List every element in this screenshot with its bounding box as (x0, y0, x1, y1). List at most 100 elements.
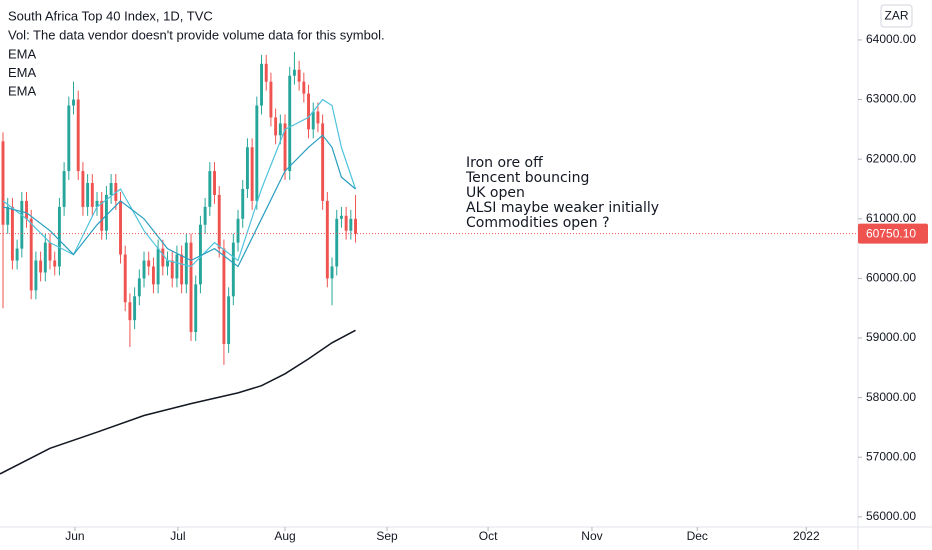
volume-note: Vol: The data vendor doesn't provide vol… (8, 27, 385, 42)
candle-body (133, 296, 137, 321)
annotation-line: ALSI maybe weaker initially (466, 200, 659, 216)
candle-body (119, 200, 122, 255)
currency: ZAR (885, 9, 909, 23)
y-tick-label: 64000.00 (866, 32, 916, 46)
candle-body (217, 194, 221, 249)
x-tick-label: Aug (274, 529, 295, 543)
candle-body (175, 254, 179, 279)
candle-body (29, 218, 33, 291)
x-tick-label: 2022 (793, 529, 820, 543)
x-tick-label: Dec (687, 529, 708, 543)
y-tick-label: 59000.00 (866, 330, 916, 344)
y-tick-label: 56000.00 (866, 509, 916, 523)
candle-body (292, 69, 296, 76)
candle-body (236, 218, 240, 243)
candle-body (20, 200, 24, 249)
candle-body (198, 224, 202, 285)
candle-body (86, 183, 90, 207)
candle-body (142, 260, 146, 279)
candle-body (321, 123, 325, 201)
candle-body (339, 215, 343, 219)
candle-body (156, 248, 160, 285)
y-tick-label: 58000.00 (866, 390, 916, 404)
last-price-label: 60750.10 (866, 226, 916, 240)
candle-body (330, 266, 334, 279)
candle-body (302, 81, 306, 94)
last-price-box (858, 223, 928, 244)
candle-body (128, 302, 132, 321)
annotation-line: Iron ore off (466, 155, 543, 171)
candle-body (278, 123, 282, 136)
y-tick-label: 63000.00 (866, 92, 916, 106)
candle-body (6, 206, 10, 225)
candle-body (227, 296, 231, 344)
candle-body (189, 242, 193, 333)
candle-body (72, 99, 75, 106)
candle-body (241, 188, 245, 219)
candle-body (250, 147, 254, 201)
candle-body (297, 69, 301, 82)
x-tick-label: Nov (581, 529, 602, 543)
candle-body (48, 242, 52, 261)
candle-body (25, 200, 28, 219)
candle-body (62, 171, 66, 207)
candle-body (222, 248, 226, 344)
candle-body (95, 200, 99, 207)
legend-entry: EMA (8, 46, 37, 61)
x-tick-label: Sep (376, 529, 398, 543)
annotation-line: UK open (466, 185, 525, 201)
candle-body (203, 206, 207, 225)
candle-body (15, 248, 19, 261)
x-tick-label: Jul (170, 529, 185, 543)
candle-body (137, 278, 141, 297)
ema-line (0, 329, 356, 475)
candle-body (335, 218, 339, 267)
candle-body (269, 81, 273, 118)
candle-body (81, 171, 85, 207)
ema-line (2, 134, 356, 268)
candle-body (255, 105, 259, 201)
candle-body (184, 242, 188, 285)
candle-body (90, 183, 94, 207)
candle-body (43, 242, 47, 273)
candle-body (170, 260, 174, 279)
candle-body (104, 194, 108, 231)
legend-entry: EMA (8, 83, 37, 98)
y-tick-label: 60000.00 (866, 271, 916, 285)
candle-body (100, 200, 104, 231)
x-tick-label: Jun (65, 529, 84, 543)
candle-body (325, 200, 329, 279)
legend-entry: EMA (8, 65, 37, 80)
candle-body (180, 254, 184, 285)
candle-body (349, 218, 353, 231)
candle-body (76, 99, 80, 172)
candle-body (231, 242, 235, 297)
currency-box[interactable] (880, 4, 913, 28)
candle-body (151, 266, 155, 285)
candle-body (213, 171, 216, 195)
chart-title: South Africa Top 40 Index, 1D, TVC (8, 8, 213, 23)
candle-body (67, 105, 71, 172)
candle-body (354, 218, 357, 234)
candle-body (194, 284, 198, 333)
candle-body (316, 111, 320, 124)
candle-body (288, 75, 292, 172)
candle-body (245, 147, 249, 189)
candle-body (307, 93, 310, 130)
candle-body (123, 254, 127, 303)
candle-body (260, 63, 263, 106)
candle-body (147, 260, 151, 267)
annotation-line: Tencent bouncing (465, 170, 589, 186)
candle-body (311, 111, 315, 130)
candle-body (264, 63, 268, 82)
candle-body (283, 123, 287, 172)
candle-body (39, 260, 43, 273)
candle-body (1, 141, 5, 225)
candle-body (344, 215, 348, 231)
x-tick-label: Oct (479, 529, 498, 543)
candle-body (109, 183, 113, 195)
candle-body (57, 206, 61, 267)
candle-body (53, 260, 57, 267)
ema-line (2, 98, 357, 268)
